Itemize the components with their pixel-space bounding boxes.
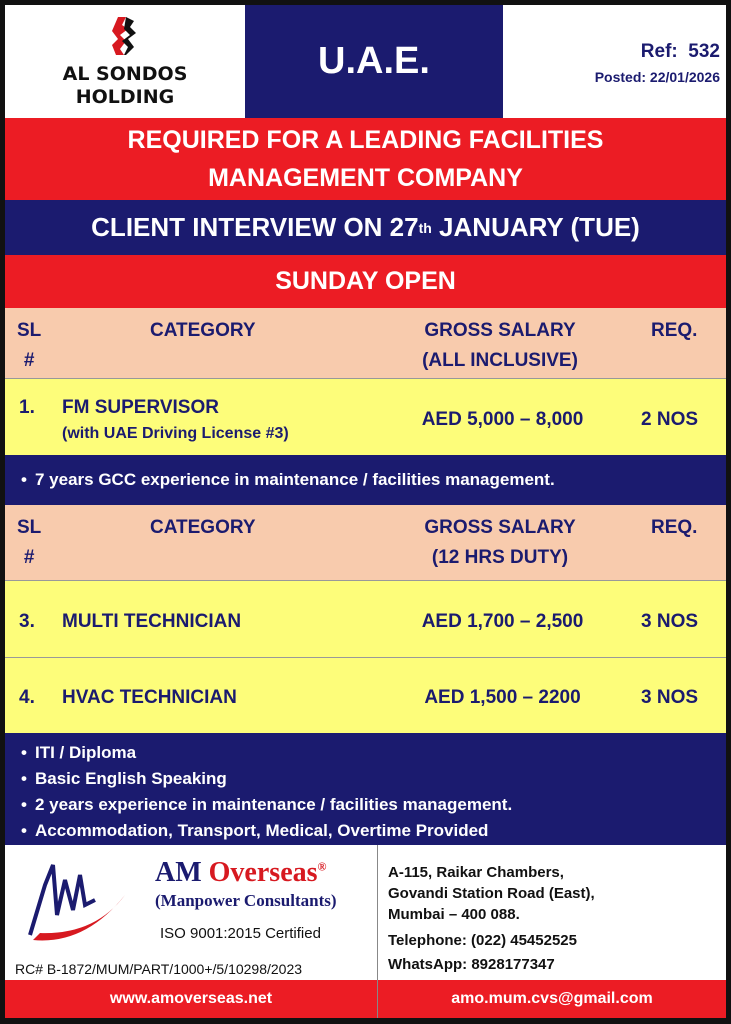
category-header: CATEGORY: [150, 517, 256, 538]
row-category: MULTI TECHNICIAN: [62, 611, 242, 632]
reference-block: Ref: 532 Posted: 22/01/2026: [503, 5, 726, 118]
company-name-line1: AL SONDOS: [62, 62, 188, 85]
row-salary: AED 1,700 – 2,500: [421, 611, 584, 632]
posted-date: Posted: 22/01/2026: [594, 69, 720, 85]
header: AL SONDOS HOLDING U.A.E. Ref: 532 Posted…: [5, 5, 726, 118]
table-row: 1. FM SUPERVISOR (with UAE Driving Licen…: [5, 378, 726, 455]
row-req: 2 NOS: [641, 409, 699, 430]
note-item: ITI / Diploma: [13, 740, 726, 766]
salary-note-header: (12 HRS DUTY): [431, 547, 569, 568]
req-header: REQ.: [651, 320, 698, 341]
table2-header: SL # CATEGORY GROSS SALARY (12 HRS DUTY) R…: [5, 505, 726, 580]
row-sl: 3.: [19, 611, 35, 632]
address-line: Govandi Station Road (East),: [388, 885, 595, 902]
job-poster: AL SONDOS HOLDING U.A.E. Ref: 532 Posted…: [5, 5, 726, 1018]
row-salary: AED 1,500 – 2200: [424, 687, 581, 708]
ref-number: 532: [688, 41, 720, 62]
title-banner: REQUIRED FOR A LEADING FACILITIES MANAGE…: [5, 118, 726, 200]
note-item: 2 years experience in maintenance / faci…: [13, 792, 726, 818]
table1-notes: 7 years GCC experience in maintenance / …: [5, 455, 726, 505]
brand-overseas: Overseas: [208, 857, 318, 888]
am-overseas-logo-icon: [28, 864, 125, 941]
row-req: 3 NOS: [641, 611, 699, 632]
interview-text-end: JANUARY (TUE): [431, 212, 640, 242]
website-link[interactable]: www.amoverseas.net: [109, 990, 273, 1007]
email-link[interactable]: amo.mum.cvs@gmail.com: [451, 990, 653, 1007]
row-sl: 1.: [19, 397, 35, 418]
sl-header: SL: [17, 517, 42, 538]
country-label: U.A.E.: [245, 5, 503, 118]
ref-label: Ref:: [640, 41, 678, 62]
brand-am: AM: [155, 857, 202, 888]
interview-sup: th: [418, 219, 432, 236]
row-category-note: (with UAE Driving License #3): [62, 425, 289, 442]
sunday-open-banner: SUNDAY OPEN: [5, 255, 726, 308]
category-header: CATEGORY: [150, 320, 256, 341]
iso-certification: ISO 9001:2015 Certified: [160, 925, 321, 942]
company-name-line2: HOLDING: [75, 85, 175, 108]
row-salary: AED 5,000 – 8,000: [421, 409, 584, 430]
address-line: A-115, Raikar Chambers,: [388, 864, 564, 881]
note-item: 7 years GCC experience in maintenance / …: [13, 467, 726, 493]
al-sondos-logo: AL SONDOS HOLDING: [5, 5, 245, 118]
divider: [377, 980, 378, 1018]
sl-header: SL: [17, 320, 42, 341]
address: A-115, Raikar Chambers, Govandi Station …: [388, 862, 595, 975]
hash-header: #: [23, 350, 35, 371]
divider: [377, 845, 378, 980]
table1-header: SL # CATEGORY GROSS SALARY (ALL INCLUSIVE)…: [5, 308, 726, 378]
table-row: 4. HVAC TECHNICIAN AED 1,500 – 2200 3 NO…: [5, 657, 726, 733]
address-line: Mumbai – 400 088.: [388, 906, 520, 923]
row-req: 3 NOS: [641, 687, 699, 708]
note-item: Accommodation, Transport, Medical, Overt…: [13, 818, 726, 844]
row-category: HVAC TECHNICIAN: [62, 687, 237, 708]
telephone: Telephone: (022) 45452525: [388, 932, 577, 949]
table-row: 3. MULTI TECHNICIAN AED 1,700 – 2,500 3 …: [5, 580, 726, 657]
interview-text: CLIENT INTERVIEW ON 27: [91, 212, 419, 242]
brand-subtitle: (Manpower Consultants): [155, 891, 337, 910]
whatsapp: WhatsApp: 8928177347: [388, 956, 555, 973]
salary-header: GROSS SALARY: [424, 320, 576, 341]
registered-mark: ®: [317, 859, 327, 874]
note-item: Basic English Speaking: [13, 766, 726, 792]
row-sl: 4.: [19, 687, 35, 708]
footer: AM Overseas® (Manpower Consultants) ISO …: [5, 845, 726, 980]
req-header: REQ.: [651, 517, 698, 538]
title-line1: REQUIRED FOR A LEADING FACILITIES: [127, 126, 604, 154]
contact-bar: www.amoverseas.net amo.mum.cvs@gmail.com: [5, 980, 726, 1018]
row-category: FM SUPERVISOR: [62, 397, 219, 418]
am-overseas-brand: AM Overseas®: [155, 857, 326, 889]
hash-header: #: [23, 547, 35, 568]
title-line2: MANAGEMENT COMPANY: [208, 164, 523, 192]
al-sondos-emblem-icon: [112, 16, 136, 55]
table2-notes: ITI / Diploma Basic English Speaking 2 y…: [5, 733, 726, 845]
salary-header: GROSS SALARY: [424, 517, 576, 538]
rc-number: RC# B-1872/MUM/PART/1000+/5/10298/2023: [15, 961, 303, 977]
salary-note-header: (ALL INCLUSIVE): [422, 350, 578, 371]
